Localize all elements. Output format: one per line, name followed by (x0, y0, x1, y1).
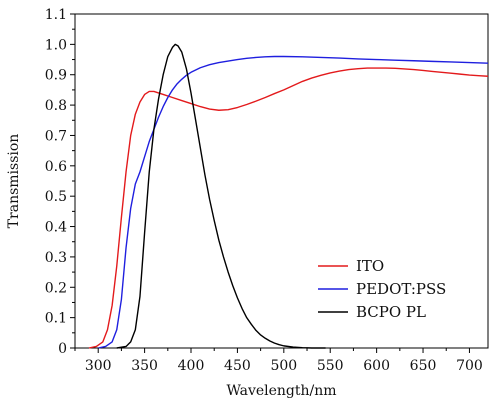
x-tick-label: 650 (410, 358, 437, 374)
x-tick-label: 600 (363, 358, 390, 374)
y-tick-label: 0.4 (45, 220, 67, 236)
y-tick-label: 0.3 (45, 250, 67, 266)
x-tick-label: 400 (178, 358, 205, 374)
y-tick-label: 0.5 (45, 189, 67, 205)
y-axis-title: Transmission (6, 134, 22, 229)
x-tick-label: 300 (85, 358, 112, 374)
series-line-pedot-pss (98, 55, 489, 349)
y-tick-label: 0.2 (45, 280, 67, 296)
x-tick-label: 700 (456, 358, 483, 374)
y-tick-label: 1.1 (45, 7, 67, 23)
y-tick-label: 0.1 (45, 311, 67, 327)
y-tick-label: 0.7 (45, 128, 67, 144)
legend-label: PEDOT:PSS (356, 280, 446, 298)
y-tick-label: 1.0 (45, 37, 67, 53)
x-tick-label: 550 (317, 358, 344, 374)
y-tick-label: 0 (58, 341, 67, 357)
x-tick-label: 350 (131, 358, 158, 374)
y-tick-label: 0.8 (45, 98, 67, 114)
legend-label: BCPO PL (356, 303, 426, 321)
legend-label: ITO (356, 257, 384, 275)
x-tick-label: 500 (270, 358, 297, 374)
series-line-bcpo-pl (116, 43, 326, 349)
y-tick-label: 0.9 (45, 68, 67, 84)
x-axis-title: Wavelength/nm (226, 383, 336, 399)
x-tick-label: 450 (224, 358, 251, 374)
y-tick-label: 0.6 (45, 159, 67, 175)
series-line-ito (88, 67, 489, 349)
